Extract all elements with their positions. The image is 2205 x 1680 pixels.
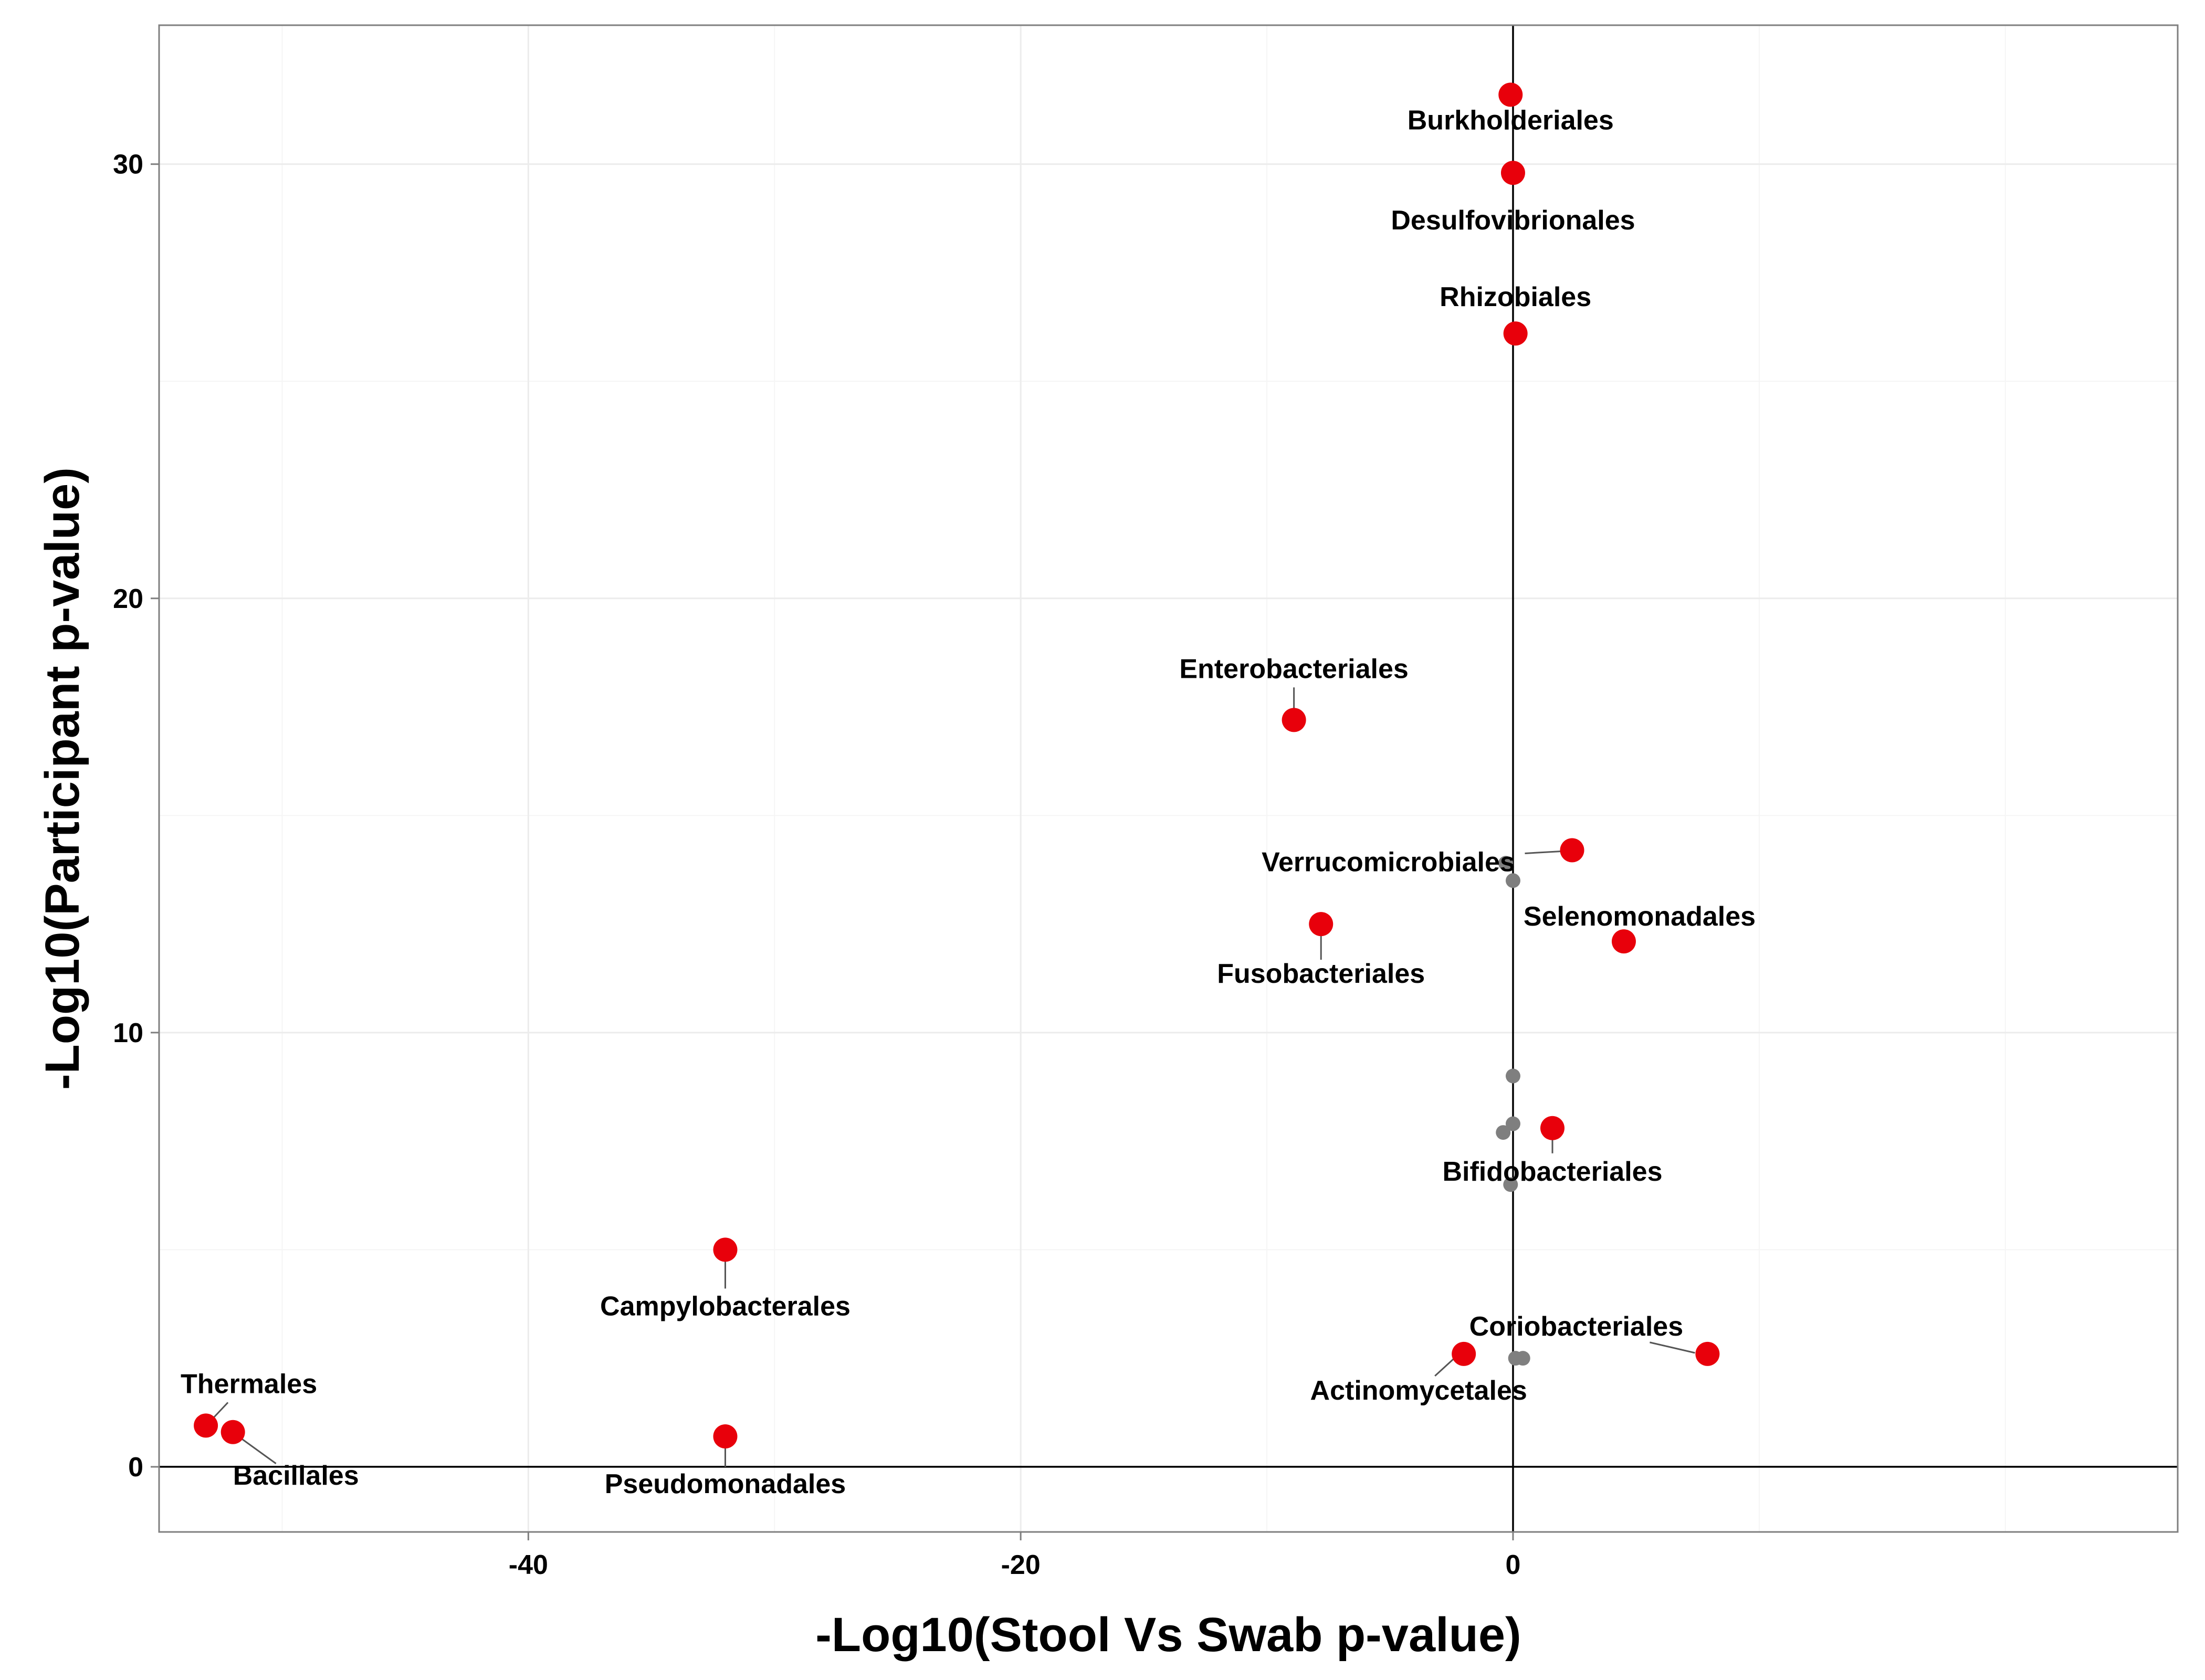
- point-label: Rhizobiales: [1440, 282, 1591, 312]
- grey-data-point: [1505, 1116, 1520, 1131]
- red-data-point: [1695, 1341, 1720, 1366]
- label-leader-line: [1525, 850, 1562, 854]
- red-data-point: [1503, 321, 1528, 346]
- red-data-point: [713, 1237, 738, 1262]
- grey-data-point: [1503, 1177, 1518, 1192]
- red-data-point: [1452, 1341, 1476, 1366]
- point-label: Thermales: [181, 1369, 317, 1399]
- x-axis-title: -Log10(Stool Vs Swab p-value): [815, 1608, 1521, 1662]
- grey-data-point: [1496, 1125, 1511, 1140]
- y-tick-label: 10: [113, 1018, 143, 1048]
- y-axis-title: -Log10(Participant p-value): [36, 467, 89, 1090]
- grey-data-point: [1505, 1068, 1520, 1084]
- label-leader-line: [1434, 1358, 1454, 1377]
- x-tick-label: 0: [1506, 1550, 1521, 1580]
- x-tick-label: -20: [1001, 1550, 1041, 1580]
- y-tick-label: 20: [113, 584, 143, 614]
- red-data-point: [194, 1413, 218, 1438]
- axis-ticks: -40 -20 0 0 10 20 30: [113, 150, 1520, 1580]
- point-label: Campylobacterales: [600, 1291, 850, 1321]
- point-label: Bacillales: [233, 1461, 359, 1491]
- y-tick-label: 0: [128, 1452, 143, 1483]
- point-label: Pseudomonadales: [605, 1469, 846, 1499]
- point-label: Fusobacteriales: [1217, 959, 1425, 989]
- point-label: Actinomycetales: [1310, 1376, 1527, 1406]
- grey-data-point: [1505, 873, 1520, 888]
- point-label: Desulfovibrionales: [1391, 205, 1635, 236]
- grey-data-point: [1498, 856, 1513, 871]
- point-label: Verrucomicrobiales: [1262, 847, 1515, 877]
- data-points: [194, 82, 1720, 1449]
- red-data-point: [1282, 708, 1306, 732]
- red-data-point: [1500, 161, 1525, 185]
- red-data-point: [1611, 929, 1636, 954]
- grey-data-point: [1515, 1351, 1530, 1366]
- reference-lines: [159, 25, 2178, 1532]
- point-label: Bifidobacteriales: [1442, 1157, 1662, 1187]
- red-data-point: [1309, 912, 1334, 937]
- point-label: Burkholderiales: [1408, 105, 1614, 135]
- red-data-point: [1498, 82, 1523, 107]
- y-tick-label: 30: [113, 150, 143, 180]
- x-tick-label: -40: [509, 1550, 548, 1580]
- point-label: Selenomonadales: [1524, 901, 1756, 932]
- red-data-point: [220, 1420, 245, 1444]
- point-label: Coriobacteriales: [1469, 1311, 1684, 1342]
- plot-panel-border: [158, 24, 2179, 1533]
- point-label: Enterobacteriales: [1179, 654, 1408, 684]
- red-data-point: [1560, 838, 1584, 863]
- point-labels: Burkholderiales Desulfovibrionales Rhizobi…: [181, 105, 1756, 1499]
- red-data-point: [713, 1424, 738, 1449]
- red-data-point: [1540, 1116, 1564, 1140]
- label-leader-line: [1650, 1341, 1695, 1354]
- label-leader-line: [237, 1435, 277, 1464]
